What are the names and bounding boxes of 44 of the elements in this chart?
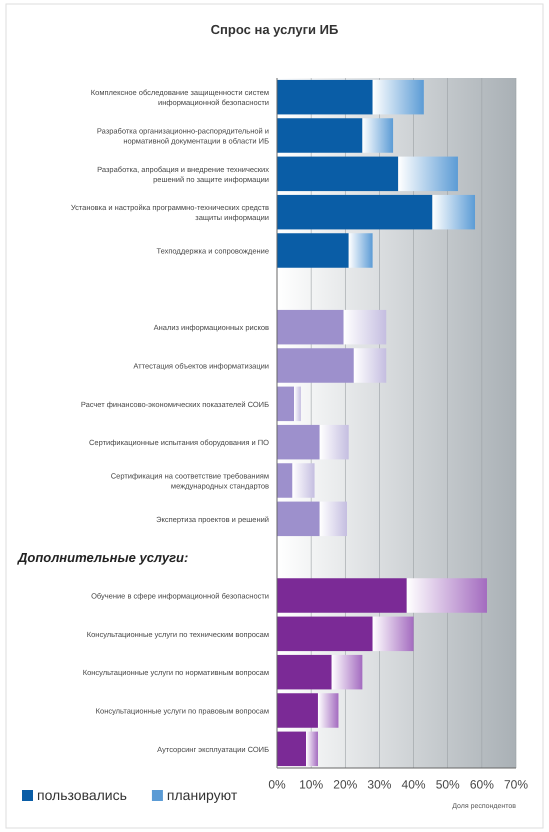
bar: [306, 732, 318, 766]
x-tick-label: 30%: [367, 778, 392, 792]
bar: [277, 693, 318, 728]
bar: [277, 424, 320, 460]
text: Дополнительные услуги:: [17, 550, 188, 566]
x-tick-label: 50%: [436, 778, 460, 792]
x-tick-label: 40%: [402, 778, 426, 792]
bar: [277, 578, 407, 613]
bar: [372, 80, 424, 114]
bar: [362, 118, 394, 153]
bar: [372, 616, 414, 652]
legend-label: пользовались: [37, 787, 127, 803]
bar: [292, 463, 315, 498]
bar: [277, 156, 398, 192]
bar: [277, 654, 332, 690]
bar: [320, 424, 349, 460]
bar: [277, 80, 373, 114]
bar: [277, 502, 320, 536]
bar: [354, 348, 386, 383]
bar: [344, 310, 386, 344]
x-tick-label: 10%: [299, 778, 324, 792]
bar: [277, 616, 373, 652]
bar: [332, 654, 362, 690]
bar: [432, 194, 476, 230]
legend-label: планируют: [166, 787, 238, 803]
bar: [320, 502, 347, 536]
bar: [318, 693, 338, 728]
bar: [277, 194, 432, 230]
bar: [277, 386, 294, 422]
bar: [294, 386, 301, 422]
bar: [277, 118, 362, 153]
bar: [348, 233, 373, 268]
bar: [277, 233, 349, 268]
bar: [277, 732, 306, 766]
bar: [406, 578, 487, 613]
bar: [277, 348, 354, 383]
bar: [277, 463, 292, 498]
x-tick-label: 0%: [268, 778, 286, 792]
bar: [398, 156, 458, 192]
x-tick-label: 70%: [504, 778, 528, 792]
chart-title: Спрос на услуги ИБ: [210, 22, 338, 37]
x-tick-label: 20%: [333, 778, 358, 792]
x-tick-label: 60%: [470, 778, 494, 792]
bar: [277, 310, 344, 344]
